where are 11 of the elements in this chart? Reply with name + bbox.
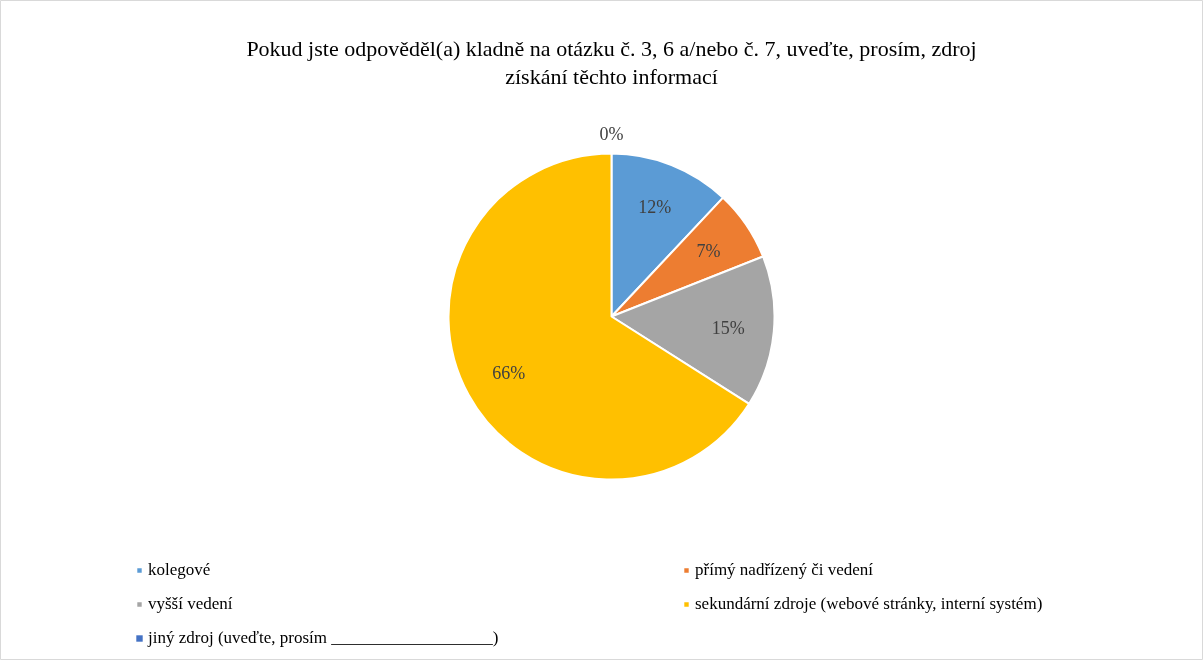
text: 0%	[599, 123, 624, 144]
chart-title: Pokud jste odpověděl(a) kladně na otázku č. 3, 6 a/nebo č. 7, uveďte, prosím, zdroj získání těchto informací	[246, 36, 977, 89]
legend-label: vyšší vedení	[148, 594, 234, 614]
data-label: 15%	[711, 317, 745, 338]
legend-label: sekundární zdroje (webové stránky, interní systém)	[695, 594, 1044, 614]
data-label: 66%	[492, 363, 526, 384]
legend-label: přímý nadřízený či vedení	[695, 560, 874, 580]
legend-label: jiný zdroj (uveďte, prosím ___________________)	[148, 628, 500, 648]
data-label: 12%	[638, 197, 672, 218]
legend-label: kolegové	[148, 560, 212, 580]
data-label: 7%	[696, 240, 721, 261]
